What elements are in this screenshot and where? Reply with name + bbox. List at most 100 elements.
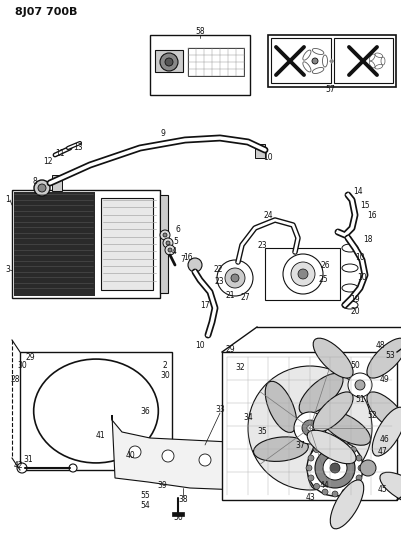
Circle shape [69, 464, 77, 472]
Circle shape [160, 53, 178, 71]
Text: 8J07 700B: 8J07 700B [15, 7, 77, 17]
Bar [160, 195, 168, 293]
Ellipse shape [367, 392, 401, 432]
Circle shape [160, 230, 170, 240]
Text: 10: 10 [195, 341, 205, 350]
Ellipse shape [265, 381, 297, 432]
Text: 42: 42 [13, 461, 23, 470]
Text: 2: 2 [163, 360, 167, 369]
Circle shape [163, 238, 173, 248]
Circle shape [307, 425, 313, 431]
Text: 29: 29 [25, 352, 35, 361]
Text: 26: 26 [320, 261, 330, 270]
Ellipse shape [299, 373, 343, 414]
Text: 24: 24 [263, 211, 273, 220]
Text: 3: 3 [6, 265, 10, 274]
Text: 55: 55 [140, 490, 150, 499]
Text: 10: 10 [355, 254, 365, 262]
Text: 56: 56 [173, 513, 183, 522]
Circle shape [358, 465, 364, 471]
Text: 35: 35 [257, 427, 267, 437]
Circle shape [348, 373, 372, 397]
Ellipse shape [313, 392, 353, 432]
Circle shape [342, 441, 348, 447]
Text: 6: 6 [176, 225, 180, 235]
Bar [271, 38, 331, 83]
Text: 32: 32 [235, 364, 245, 373]
Circle shape [217, 260, 253, 296]
Ellipse shape [372, 407, 401, 456]
Text: 47: 47 [377, 448, 387, 456]
Bar [12, 190, 160, 298]
Circle shape [330, 463, 340, 473]
Circle shape [38, 184, 46, 192]
Text: 28: 28 [10, 376, 20, 384]
Text: 17: 17 [200, 301, 210, 310]
Text: 53: 53 [385, 351, 395, 359]
Circle shape [308, 455, 314, 461]
Text: 18: 18 [363, 236, 373, 245]
Bar [150, 35, 250, 95]
Circle shape [322, 441, 328, 447]
Bar [255, 144, 265, 158]
Ellipse shape [308, 435, 334, 489]
Circle shape [34, 180, 50, 196]
Text: 41: 41 [95, 431, 105, 440]
Text: 52: 52 [367, 410, 377, 419]
Bar [155, 50, 183, 72]
Circle shape [166, 241, 170, 245]
Text: 13: 13 [73, 143, 83, 152]
Text: 22: 22 [213, 265, 223, 274]
Circle shape [323, 456, 347, 480]
Text: 36: 36 [140, 408, 150, 416]
Circle shape [322, 489, 328, 495]
Text: 12: 12 [43, 157, 53, 166]
Bar [52, 175, 62, 191]
Bar [265, 248, 340, 300]
Circle shape [129, 446, 141, 458]
Circle shape [355, 380, 365, 390]
Circle shape [342, 489, 348, 495]
Text: 5: 5 [174, 237, 178, 246]
Bar [188, 48, 244, 76]
Text: 49: 49 [380, 376, 390, 384]
Text: 57: 57 [325, 85, 335, 94]
Bar [268, 35, 396, 87]
Text: 25: 25 [318, 276, 328, 285]
Text: 14: 14 [353, 188, 363, 197]
Text: 15: 15 [360, 200, 370, 209]
Circle shape [360, 460, 376, 476]
Text: 9: 9 [160, 128, 166, 138]
Text: 51: 51 [355, 395, 365, 405]
Circle shape [248, 366, 372, 490]
Text: 34: 34 [243, 414, 253, 423]
Text: 30: 30 [160, 370, 170, 379]
Circle shape [283, 254, 323, 294]
Circle shape [17, 463, 27, 473]
Ellipse shape [253, 437, 308, 462]
Text: 46: 46 [380, 435, 390, 445]
Circle shape [165, 58, 173, 66]
Text: 10: 10 [357, 273, 367, 282]
Text: ◆: ◆ [329, 58, 335, 64]
Circle shape [350, 483, 356, 489]
Bar [14, 192, 95, 296]
Circle shape [356, 475, 362, 481]
Circle shape [312, 58, 318, 64]
Ellipse shape [321, 411, 371, 445]
Polygon shape [112, 415, 322, 490]
Text: 20: 20 [350, 308, 360, 317]
Bar [172, 512, 184, 516]
Circle shape [302, 420, 318, 436]
Circle shape [199, 454, 211, 466]
Bar [20, 352, 172, 470]
Circle shape [350, 447, 356, 453]
Ellipse shape [34, 359, 158, 463]
Text: 37: 37 [295, 440, 305, 449]
Text: 30: 30 [17, 361, 27, 370]
Text: 27: 27 [240, 294, 250, 303]
Text: 16: 16 [183, 254, 193, 262]
Text: 44: 44 [320, 481, 330, 489]
Text: 16: 16 [367, 211, 377, 220]
Circle shape [306, 465, 312, 471]
